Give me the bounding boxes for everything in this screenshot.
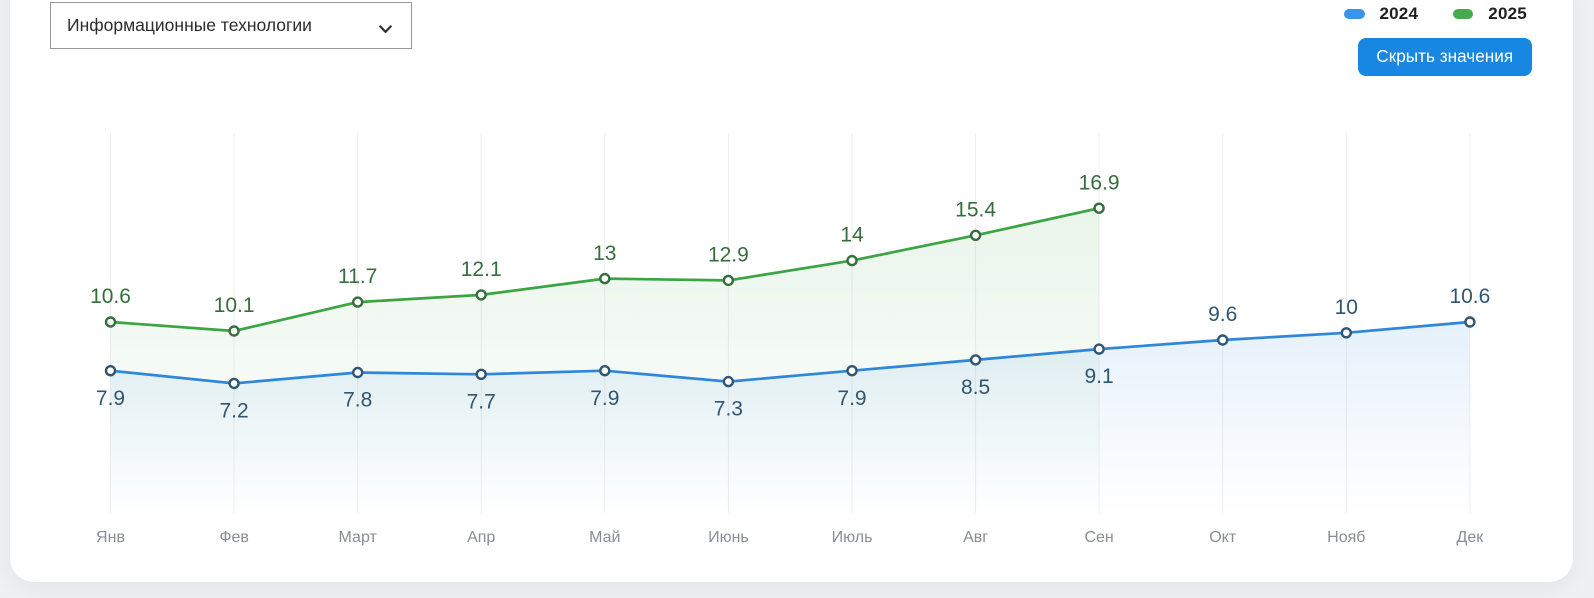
svg-text:12.1: 12.1 [461, 258, 502, 281]
svg-text:8.5: 8.5 [961, 376, 990, 399]
svg-text:11.7: 11.7 [338, 265, 377, 288]
svg-text:Июль: Июль [832, 529, 873, 546]
svg-text:Янв: Янв [96, 529, 125, 546]
svg-text:16.9: 16.9 [1079, 171, 1120, 194]
svg-text:Апр: Апр [467, 529, 495, 546]
svg-text:Окт: Окт [1209, 529, 1237, 546]
svg-text:7.3: 7.3 [714, 398, 743, 421]
svg-text:7.9: 7.9 [837, 387, 866, 410]
svg-text:7.7: 7.7 [467, 391, 496, 414]
svg-text:9.6: 9.6 [1208, 303, 1237, 326]
svg-text:10.6: 10.6 [1449, 285, 1490, 308]
svg-text:10: 10 [1335, 296, 1358, 319]
svg-text:15.4: 15.4 [955, 198, 996, 221]
svg-text:Нояб: Нояб [1327, 529, 1365, 546]
svg-text:12.9: 12.9 [708, 244, 749, 267]
svg-text:7.9: 7.9 [96, 387, 125, 410]
svg-text:Май: Май [589, 529, 620, 546]
svg-text:7.2: 7.2 [219, 400, 248, 423]
svg-text:Март: Март [339, 529, 378, 546]
svg-text:13: 13 [593, 242, 616, 265]
svg-text:Сен: Сен [1084, 529, 1113, 546]
svg-text:Фев: Фев [219, 529, 249, 546]
svg-text:Дек: Дек [1457, 529, 1485, 546]
svg-text:7.9: 7.9 [590, 387, 619, 410]
svg-text:9.1: 9.1 [1084, 365, 1113, 388]
svg-text:7.8: 7.8 [343, 389, 372, 412]
svg-text:14: 14 [840, 224, 864, 247]
svg-text:10.6: 10.6 [90, 285, 131, 308]
svg-text:Авг: Авг [963, 529, 988, 546]
svg-text:Июнь: Июнь [708, 529, 749, 546]
svg-text:10.1: 10.1 [214, 294, 255, 317]
